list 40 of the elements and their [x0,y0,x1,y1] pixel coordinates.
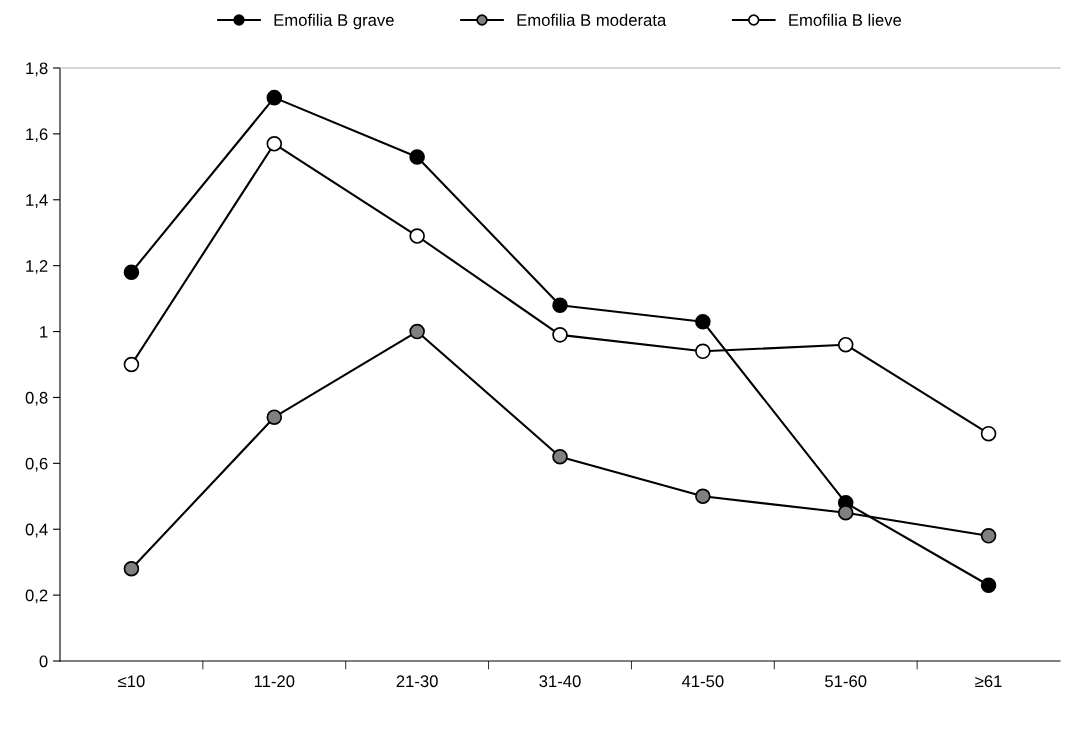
point [266,409,283,425]
point [837,336,854,353]
y-tick-label: 1,6 [26,128,48,143]
y-tick-label: 1 [40,326,48,338]
point [266,89,283,106]
y-tick-label: 1,8 [26,62,48,77]
legend-label: Emofilia B moderata [517,13,667,26]
y-tick-label: 1,4 [26,194,48,208]
point [409,323,425,340]
point [695,343,711,360]
legend-label: Emofilia B lieve [789,13,902,26]
x-tick-label: 11-20 [254,675,295,688]
x-tick-label: 21-30 [396,675,438,688]
point [552,297,568,313]
x-tick-label: 31-40 [539,675,581,688]
point [409,149,425,165]
point [695,488,711,505]
point [266,135,283,152]
y-tick-label: 0,4 [25,523,48,538]
y-tick-label: 0,6 [25,457,48,472]
point [980,425,997,442]
x-tick-label: 51-60 [825,675,867,688]
y-tick-label: 0,8 [25,391,48,406]
legend-label: Emofilia B grave [274,13,394,30]
point [409,228,425,244]
point [123,356,140,373]
point [123,560,140,577]
y-tick-label: 0 [39,655,48,668]
x-tick-label: ≤10 [118,675,145,688]
point [837,504,854,521]
point [695,313,711,330]
point [980,528,997,544]
x-tick-label: ≥61 [975,675,1002,688]
point [552,448,568,465]
x-tick-label: 41-50 [681,675,724,688]
point [552,327,568,343]
y-tick-label: 1,2 [26,260,48,274]
point [123,264,140,281]
point [980,577,997,594]
y-tick-label: 0,2 [25,589,48,604]
